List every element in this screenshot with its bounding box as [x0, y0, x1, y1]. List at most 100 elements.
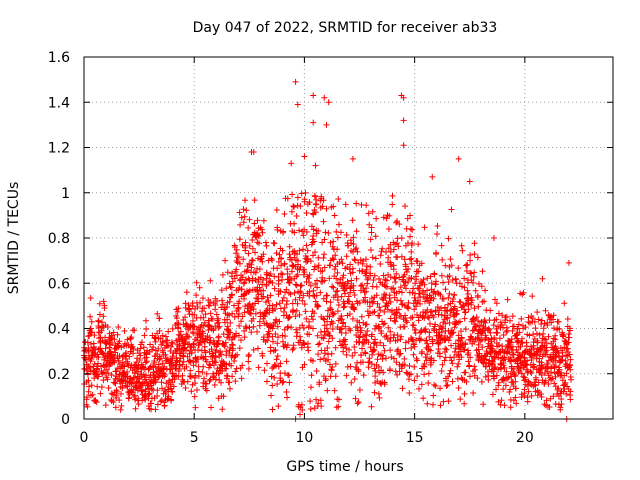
data-point [503, 313, 510, 320]
data-point [401, 362, 408, 369]
data-point [333, 275, 340, 282]
data-point [324, 292, 331, 299]
data-point [145, 366, 152, 373]
data-point [438, 329, 445, 336]
data-point [195, 368, 202, 375]
data-point [386, 292, 393, 299]
data-point [179, 361, 186, 368]
data-point [469, 297, 476, 304]
data-point [524, 394, 531, 401]
data-point [169, 325, 176, 332]
data-point [303, 209, 310, 216]
data-point [169, 370, 176, 377]
data-point [311, 192, 318, 199]
data-point [102, 345, 109, 352]
data-point [461, 315, 468, 322]
data-point [313, 230, 320, 237]
data-point [140, 344, 147, 351]
data-point [341, 300, 348, 307]
data-point [430, 314, 437, 321]
y-tick-label: 0.6 [48, 276, 70, 292]
data-point [96, 311, 103, 318]
data-point [472, 366, 479, 373]
data-point [244, 267, 251, 274]
data-point [462, 326, 469, 333]
data-point [311, 266, 318, 273]
data-point [475, 317, 482, 324]
data-point [267, 292, 274, 299]
data-point [353, 275, 360, 282]
data-point [394, 348, 401, 355]
data-point [545, 333, 552, 340]
data-point [174, 341, 181, 348]
data-point [283, 312, 290, 319]
x-tick-label: 5 [190, 430, 199, 446]
data-point [315, 341, 322, 348]
data-point [280, 229, 287, 236]
data-point [310, 92, 317, 99]
data-point [439, 361, 446, 368]
data-point [147, 341, 154, 348]
data-point [249, 257, 256, 264]
data-point [87, 364, 94, 371]
data-point [434, 230, 441, 237]
data-point [432, 382, 439, 389]
data-point [279, 276, 286, 283]
data-point [352, 395, 359, 402]
data-point [172, 365, 179, 372]
data-point [139, 387, 146, 394]
data-point [330, 256, 337, 263]
data-point [543, 397, 550, 404]
data-point [196, 284, 203, 291]
data-point [451, 348, 458, 355]
data-point [370, 348, 377, 355]
data-point [240, 206, 247, 213]
data-point [429, 336, 436, 343]
data-point [397, 284, 404, 291]
data-point [520, 289, 527, 296]
data-point [305, 347, 312, 354]
data-point [310, 226, 317, 233]
data-point [408, 344, 415, 351]
data-point [290, 345, 297, 352]
data-point [437, 339, 444, 346]
data-point [207, 298, 214, 305]
data-point [444, 381, 451, 388]
data-point [165, 342, 172, 349]
data-point [533, 330, 540, 337]
data-point [226, 385, 233, 392]
data-point [517, 353, 524, 360]
data-point [156, 327, 163, 334]
data-point [233, 246, 240, 253]
data-point [254, 345, 261, 352]
data-point [490, 235, 497, 241]
data-point [226, 379, 233, 386]
y-tick-label: 0.2 [48, 367, 70, 383]
data-point [416, 290, 423, 297]
data-point [386, 212, 393, 219]
data-point [473, 347, 480, 354]
data-point [195, 355, 202, 362]
data-point [286, 313, 293, 320]
x-tick-label: 15 [406, 430, 424, 446]
data-point [367, 247, 374, 254]
data-point [313, 367, 320, 374]
data-point [557, 404, 564, 411]
data-point [495, 341, 502, 348]
data-point [529, 293, 536, 300]
data-point [269, 279, 276, 286]
data-point [280, 378, 287, 385]
data-point [251, 220, 258, 227]
data-point [235, 310, 242, 317]
data-point [394, 240, 401, 247]
data-point [415, 268, 422, 275]
data-point [331, 387, 338, 394]
data-point [370, 276, 377, 283]
data-point [238, 272, 245, 279]
data-point [192, 380, 199, 387]
data-point [228, 284, 235, 291]
data-point [312, 209, 319, 216]
data-point [308, 372, 315, 379]
data-point [431, 323, 438, 330]
data-point [406, 363, 413, 370]
